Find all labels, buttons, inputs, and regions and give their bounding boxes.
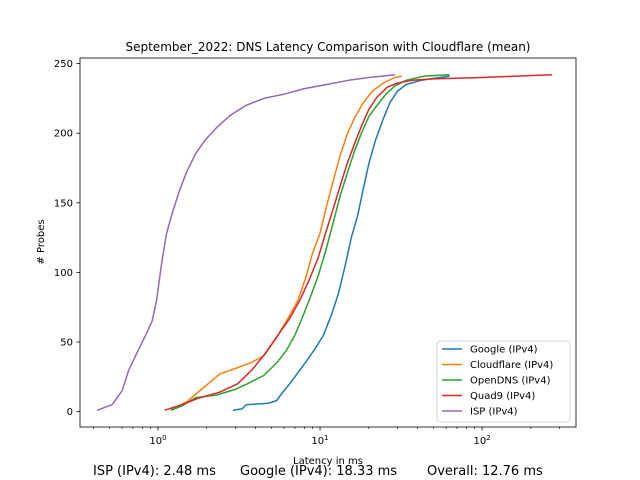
y-tick-label: 0 [67,407,73,418]
series-line-3 [164,73,553,412]
footer-google-mean: Google (IPv4): 18.33 ms [240,464,398,479]
series-line-2 [170,73,450,411]
y-tick-label: 100 [54,268,73,279]
x-tick-label: 101 [311,434,328,447]
legend-box [436,340,571,423]
legend-label-2: OpenDNS (IPv4) [470,376,551,387]
chart-title: September_2022: DNS Latency Comparison w… [125,40,530,54]
series-line-0 [232,75,450,412]
y-tick-label: 200 [54,129,73,140]
legend-label-0: Google (IPv4) [470,345,538,356]
plot-lines [96,73,553,412]
x-axis-label: Latency in ms [293,456,363,467]
y-tick-label: 50 [60,338,73,349]
legend: Google (IPv4) Cloudflare (IPv4) OpenDNS (I… [436,340,571,423]
y-axis-label: # Probes [36,219,47,264]
y-tick-label: 150 [54,198,73,209]
footer-isp-mean: ISP (IPv4): 2.48 ms [93,464,216,479]
legend-label-1: Cloudflare (IPv4) [470,360,553,371]
plot-frame [79,57,577,428]
legend-label-4: ISP (IPv4) [470,407,518,418]
x-axis-ticks: 100 101 102 [93,427,560,447]
x-tick-label: 100 [149,434,166,447]
footer-overall-mean: Overall: 12.76 ms [427,464,543,479]
y-tick-label: 250 [54,59,73,70]
y-axis-ticks: 0 50 100 150 200 250 [54,59,80,418]
legend-label-3: Quad9 (IPv4) [470,391,535,402]
series-line-4 [96,73,396,412]
series-line-1 [170,75,403,411]
x-tick-label: 102 [473,434,490,447]
